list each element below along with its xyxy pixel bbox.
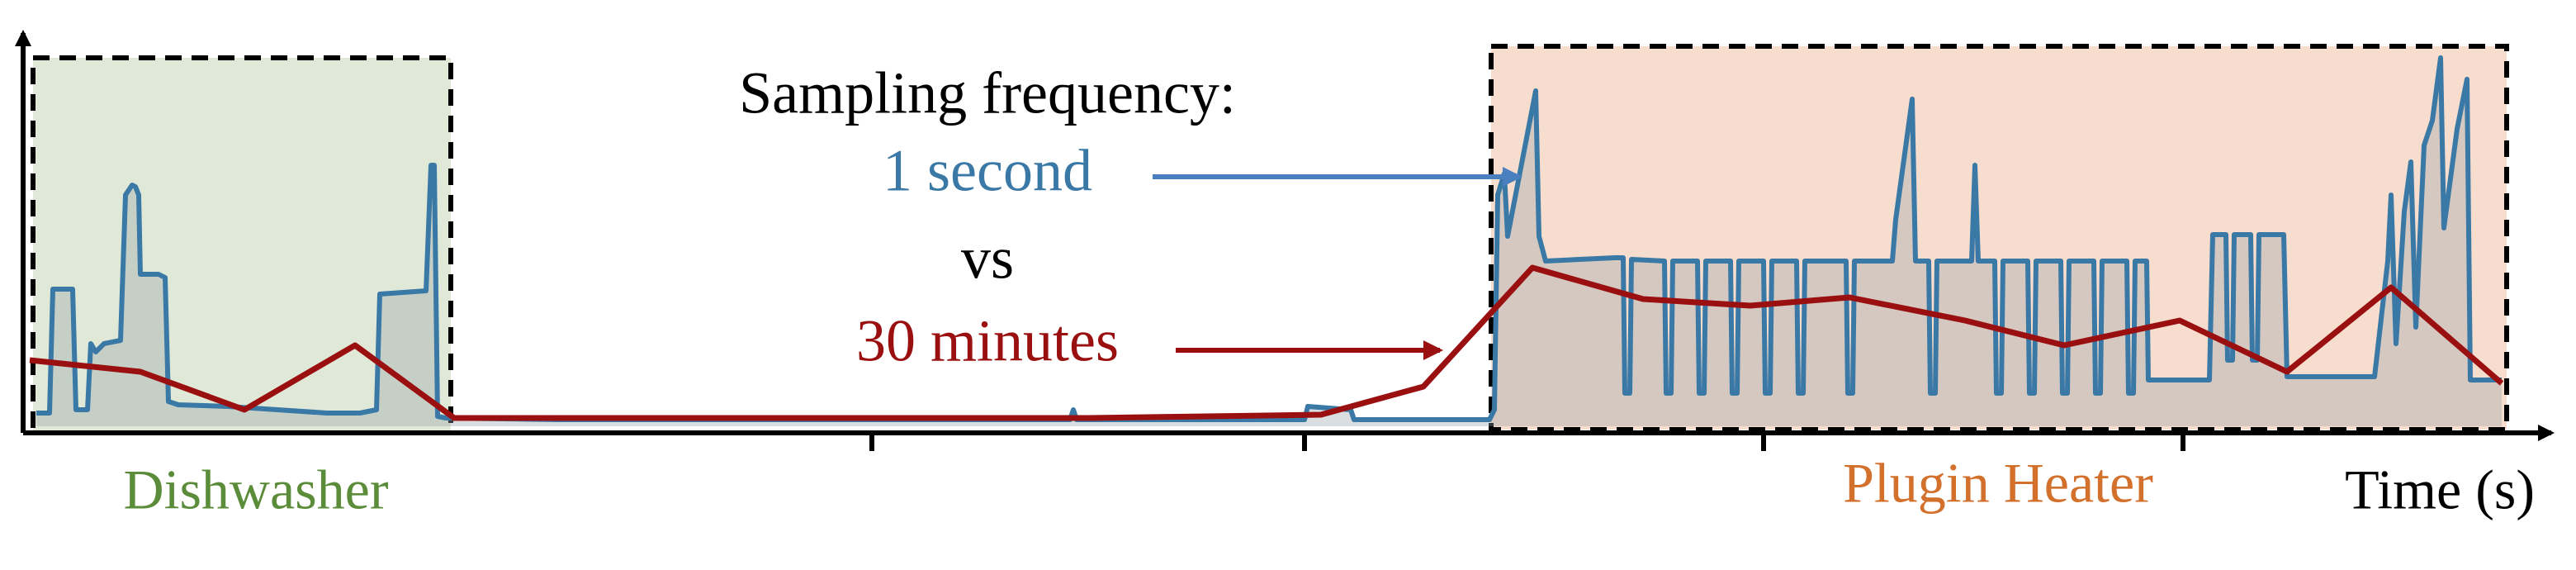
region-label: Dishwasher	[123, 458, 388, 521]
legend-label: 1 second	[883, 138, 1092, 204]
series-line	[29, 264, 2504, 421]
annotation: Sampling frequency:	[739, 60, 1236, 126]
legend-label: 30 minutes	[856, 308, 1119, 374]
annotation: vs	[961, 226, 1014, 292]
plot	[29, 55, 2504, 426]
series-line	[36, 55, 2502, 422]
x-axis-label: Time (s)	[2345, 458, 2535, 521]
region-label: Plugin Heater	[1843, 452, 2153, 515]
series-area	[36, 58, 2502, 426]
heater-box	[1489, 44, 2509, 432]
